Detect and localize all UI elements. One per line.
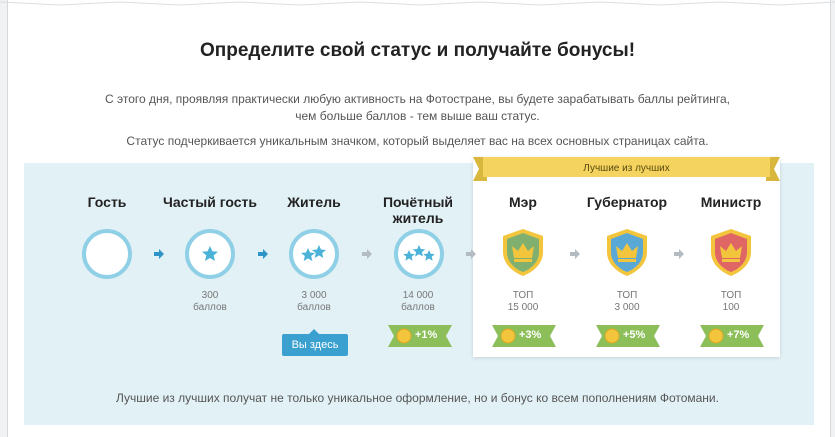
status-name-guest: Гость <box>87 194 127 210</box>
status-points-resident: 3 000 баллов <box>297 290 331 313</box>
status-points-mayor: ТОП 15 000 <box>507 290 539 313</box>
bonus-value: +5% <box>623 329 646 341</box>
best-of-best-label: Лучшие из лучших <box>583 163 670 174</box>
bonus-tag-minister: +7% <box>700 325 764 352</box>
top-decorative-edge <box>0 1 835 6</box>
status-name-resident: Житель <box>287 194 341 210</box>
bonus-tag-shape <box>596 325 660 347</box>
three-star-badge-icon <box>394 229 444 279</box>
status-points-frequent-guest: 300 баллов <box>193 290 227 313</box>
left-frame-edge <box>0 0 8 437</box>
green-crown-shield-icon <box>503 229 543 276</box>
right-frame-edge <box>830 0 835 437</box>
status-name-minister: Министр <box>700 194 762 210</box>
arrow-right-icon <box>362 249 372 259</box>
bonus-value: +3% <box>519 329 542 341</box>
status-name-governor: Губернатор <box>586 194 668 210</box>
best-of-best-ribbon <box>473 157 780 181</box>
description-line-1: С этого дня, проявляя практически любую … <box>104 92 730 106</box>
status-name-frequent-guest: Частый гость <box>163 194 257 210</box>
bonus-tag-governor: +5% <box>596 325 660 352</box>
bonus-value: +1% <box>415 329 438 341</box>
bonus-tag-shape <box>492 325 556 347</box>
badge-description: Статус подчеркивается уникальным значком… <box>126 134 709 148</box>
two-star-badge-icon <box>289 229 339 279</box>
arrow-right-icon <box>570 249 580 259</box>
arrow-right-icon <box>154 249 164 259</box>
footer-note: Лучшие из лучших получат не только уника… <box>116 391 719 405</box>
bonus-tag-honorary-resident: +1% <box>388 325 452 352</box>
arrow-right-icon <box>466 249 476 259</box>
you-are-here-pointer <box>308 329 320 335</box>
bonus-tag-mayor: +3% <box>492 325 556 352</box>
bonus-tag-shape <box>388 325 452 347</box>
bonus-tag-shape <box>700 325 764 347</box>
blue-crown-shield-icon <box>607 229 647 276</box>
you-are-here-badge: Вы здесь <box>282 334 348 356</box>
one-star-badge-icon <box>185 229 235 279</box>
status-name-honorary-resident: Почётный житель <box>382 194 454 226</box>
status-points-governor: ТОП 3 000 <box>614 290 640 313</box>
bonus-value: +7% <box>727 329 750 341</box>
arrow-right-icon <box>674 249 684 259</box>
status-name-mayor: Мэр <box>509 194 537 210</box>
empty-ring-badge-icon <box>82 229 132 279</box>
arrow-right-icon <box>258 249 268 259</box>
page-title: Определите свой статус и получайте бонус… <box>199 40 636 61</box>
status-points-honorary-resident: 14 000 баллов <box>401 290 435 313</box>
status-points-minister: ТОП 100 <box>720 290 742 313</box>
description-paragraph: С этого дня, проявляя практически любую … <box>60 91 775 125</box>
description-line-2: чем больше баллов - тем выше ваш статус. <box>295 109 540 123</box>
red-crown-shield-icon <box>711 229 751 276</box>
